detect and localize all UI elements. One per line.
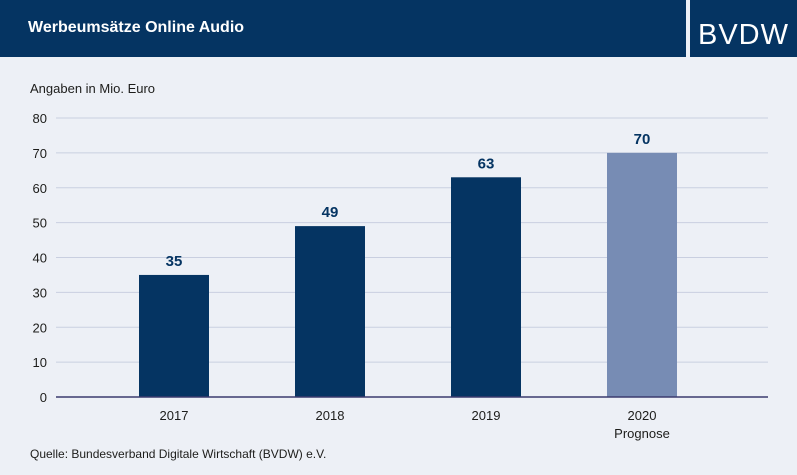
chart-title: Werbeumsätze Online Audio bbox=[28, 19, 245, 36]
value-label: 49 bbox=[322, 204, 339, 221]
y-axis-ticks: 0 10 20 30 40 50 60 70 80 bbox=[33, 111, 47, 405]
bar-2018 bbox=[295, 226, 365, 397]
source-note: Quelle: Bundesverband Digitale Wirtschaf… bbox=[30, 447, 327, 461]
y-tick-label: 50 bbox=[33, 216, 47, 231]
x-tick-label: 2017 bbox=[160, 408, 189, 423]
y-tick-label: 20 bbox=[33, 320, 47, 335]
value-label: 63 bbox=[478, 155, 495, 172]
y-tick-label: 10 bbox=[33, 355, 47, 370]
y-tick-label: 30 bbox=[33, 285, 47, 300]
x-tick-label: 2020 bbox=[628, 408, 657, 423]
logo-text: BVDW bbox=[698, 19, 789, 51]
header-bar: Werbeumsätze Online Audio bbox=[0, 0, 686, 57]
y-tick-label: 40 bbox=[33, 251, 47, 266]
y-tick-label: 60 bbox=[33, 181, 47, 196]
x-tick-sublabel: Prognose bbox=[614, 426, 670, 441]
y-tick-label: 0 bbox=[40, 390, 47, 405]
bar-2017 bbox=[139, 274, 209, 397]
x-tick-label: 2018 bbox=[316, 408, 345, 423]
y-tick-label: 80 bbox=[33, 111, 47, 126]
y-axis-unit-label: Angaben in Mio. Euro bbox=[30, 81, 156, 96]
bar-2020 bbox=[607, 152, 677, 397]
value-label: 70 bbox=[634, 131, 651, 148]
bvdw-logo: BVDW bbox=[690, 0, 797, 57]
value-label: 35 bbox=[166, 253, 183, 270]
bar-2019 bbox=[451, 177, 521, 397]
bars: 35 49 63 70 bbox=[139, 131, 677, 397]
x-axis-ticks: 2017 2018 2019 2020 Prognose bbox=[160, 408, 670, 441]
y-tick-label: 70 bbox=[33, 146, 47, 161]
x-tick-label: 2019 bbox=[472, 408, 501, 423]
